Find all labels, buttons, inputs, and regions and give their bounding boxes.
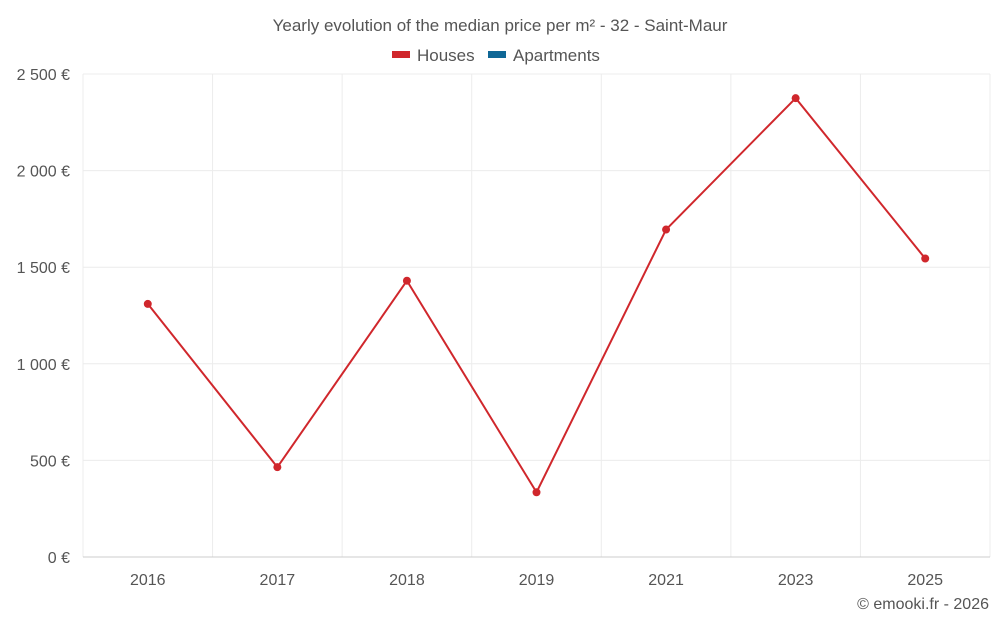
series-layer xyxy=(143,94,930,497)
data-point[interactable] xyxy=(791,94,800,103)
legend[interactable]: Houses Apartments xyxy=(392,46,600,65)
legend-label: Houses xyxy=(417,46,475,65)
y-tick-label: 0 € xyxy=(48,550,70,567)
legend-item-houses[interactable]: Houses xyxy=(392,46,475,65)
data-point[interactable] xyxy=(662,225,671,234)
credit-text: © emooki.fr - 2026 xyxy=(857,596,989,613)
x-tick-label: 2016 xyxy=(130,572,166,589)
series-line-houses xyxy=(147,97,926,494)
data-point[interactable] xyxy=(532,488,541,497)
chart-title: Yearly evolution of the median price per… xyxy=(273,16,728,35)
grid xyxy=(82,73,991,557)
data-point[interactable] xyxy=(143,299,152,308)
x-tick-label: 2025 xyxy=(907,572,943,589)
data-point[interactable] xyxy=(273,463,282,472)
data-point[interactable] xyxy=(402,276,411,285)
y-tick-label: 2 000 € xyxy=(17,164,70,181)
axes: 0 € 500 € 1 000 € 1 500 € 2 000 € 2 500 € 2016… xyxy=(17,67,990,589)
legend-label: Apartments xyxy=(513,46,600,65)
x-tick-label: 2017 xyxy=(260,572,296,589)
x-tick-label: 2019 xyxy=(519,572,555,589)
legend-swatch xyxy=(488,51,506,58)
y-tick-label: 2 500 € xyxy=(17,67,70,84)
y-tick-label: 1 000 € xyxy=(17,357,70,374)
legend-item-apartments[interactable]: Apartments xyxy=(488,46,600,65)
x-tick-label: 2018 xyxy=(389,572,425,589)
y-tick-label: 1 500 € xyxy=(17,260,70,277)
data-point[interactable] xyxy=(921,254,930,263)
y-tick-label: 500 € xyxy=(30,453,70,470)
legend-swatch xyxy=(392,51,410,58)
x-tick-label: 2021 xyxy=(648,572,684,589)
x-tick-label: 2023 xyxy=(778,572,814,589)
